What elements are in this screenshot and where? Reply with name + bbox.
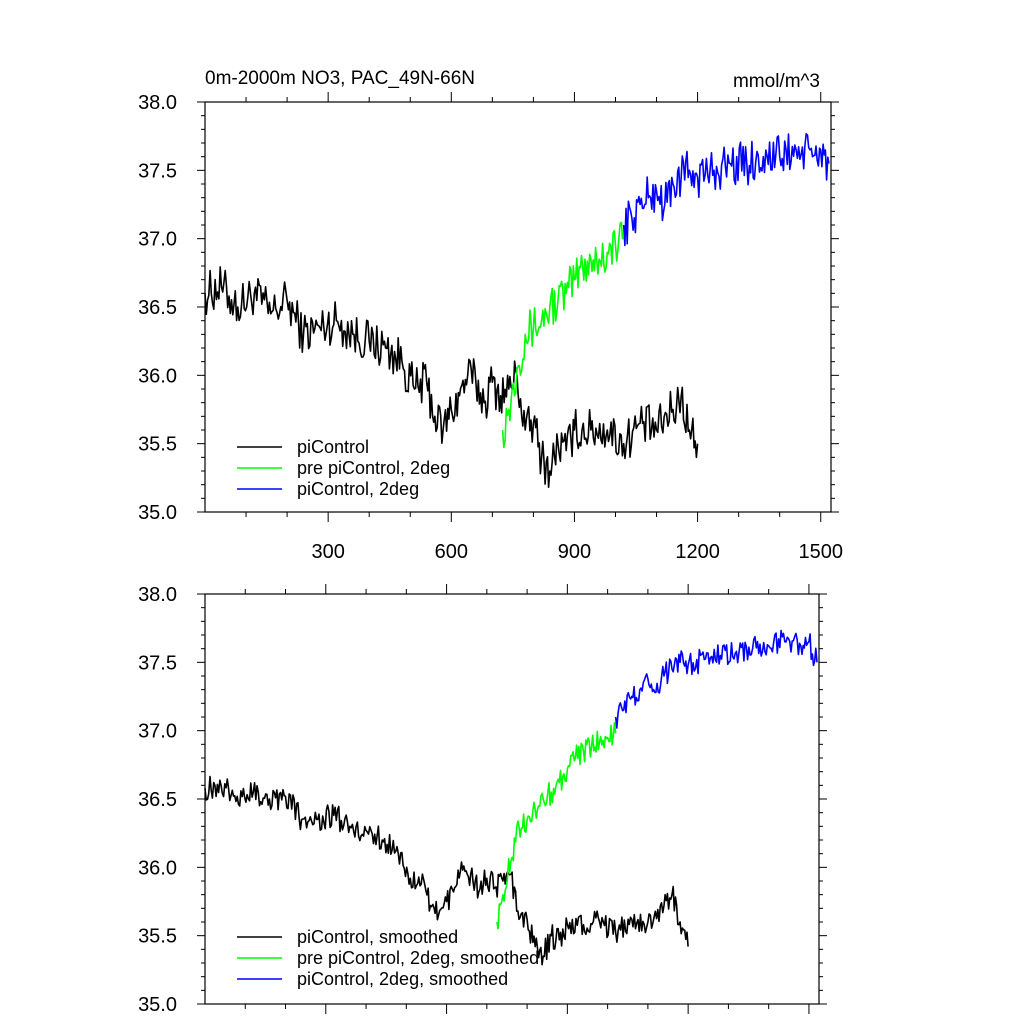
axes-top: 35.0 35.5 36.0 36.5 37.0 37.5 38.0 300 600 900 120… — [138, 92, 843, 563]
legend-label: pre piControl, 2deg, smoothed — [297, 948, 539, 968]
x-tick-label: 300 — [311, 541, 344, 563]
series-line-1 — [204, 266, 699, 489]
x-tick-label: 1500 — [798, 541, 843, 563]
y-tick-label: 35.5 — [138, 434, 177, 456]
y-tick-label: 35.5 — [138, 926, 177, 948]
legend-label: piControl, 2deg — [297, 479, 419, 499]
y-tick-label: 36.5 — [138, 789, 177, 811]
series-line-2 — [496, 721, 617, 930]
bottom-panel: 35.0 35.5 36.0 36.5 37.0 37.5 38.0 piControl, … — [138, 584, 827, 1016]
y-tick-label: 37.5 — [138, 160, 177, 182]
legend-label: piControl, smoothed — [297, 927, 458, 947]
legend-label: piControl, 2deg, smoothed — [297, 969, 508, 989]
series-group-bottom — [204, 629, 818, 966]
x-tick-label: 600 — [435, 541, 468, 563]
y-tick-label: 37.0 — [138, 229, 177, 251]
y-tick-label: 37.5 — [138, 652, 177, 674]
y-tick-label: 36.0 — [138, 365, 177, 387]
plot-frame-top — [204, 101, 832, 513]
plot-frame-bottom — [204, 593, 820, 1005]
axes-bottom: 35.0 35.5 36.0 36.5 37.0 37.5 38.0 — [138, 584, 827, 1016]
series-line-3 — [614, 629, 818, 729]
legend-label: pre piControl, 2deg — [297, 458, 450, 478]
y-tick-label: 38.0 — [138, 92, 177, 114]
series-line-3 — [622, 133, 830, 247]
y-tick-label: 38.0 — [138, 584, 177, 606]
x-tick-label: 1200 — [675, 541, 720, 563]
y-tick-label: 35.0 — [138, 502, 177, 524]
series-line-2 — [501, 221, 624, 449]
top-panel: 0m-2000m NO3, PAC_49N-66N mmol/m^3 35.03… — [138, 68, 843, 563]
legend-label: piControl — [297, 437, 369, 457]
units-label: mmol/m^3 — [733, 71, 820, 92]
x-tick-label: 900 — [558, 541, 591, 563]
y-tick-label: 36.5 — [138, 297, 177, 319]
y-tick-label: 37.0 — [138, 721, 177, 743]
y-tick-label: 35.0 — [138, 994, 177, 1016]
series-line-1 — [204, 775, 689, 966]
series-group-top — [204, 133, 830, 489]
chart-title: 0m-2000m NO3, PAC_49N-66N — [205, 68, 475, 89]
y-tick-label: 36.0 — [138, 857, 177, 879]
